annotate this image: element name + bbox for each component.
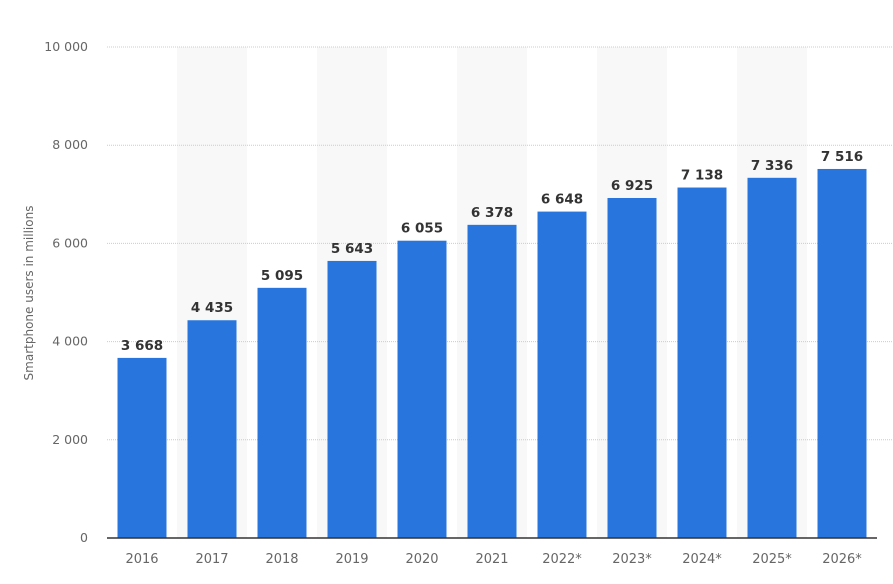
x-tick-label: 2020	[405, 552, 438, 567]
bar	[117, 357, 167, 538]
y-tick-label: 6 000	[52, 235, 88, 250]
y-tick-label: 10 000	[44, 39, 88, 54]
x-tick-label: 2022*	[542, 552, 582, 567]
data-label: 4 435	[191, 300, 233, 316]
y-tick-label: 0	[80, 530, 88, 545]
x-tick-label: 2024*	[682, 552, 722, 567]
bar	[397, 240, 447, 538]
bar	[257, 287, 307, 538]
bar	[467, 224, 517, 538]
x-tick-label: 2025*	[752, 552, 792, 567]
bar	[537, 211, 587, 539]
y-tick-label: 8 000	[52, 137, 88, 152]
bar	[187, 320, 237, 538]
bar	[747, 177, 797, 538]
data-label: 6 055	[401, 221, 443, 237]
x-tick-label: 2017	[195, 552, 228, 567]
x-tick-label: 2021	[475, 552, 508, 567]
data-label: 7 336	[751, 158, 793, 174]
data-label: 6 925	[611, 178, 653, 194]
data-label: 7 516	[821, 149, 863, 165]
x-tick-label: 2016	[125, 552, 158, 567]
bar	[327, 260, 377, 538]
data-label: 3 668	[121, 338, 163, 354]
y-tick-label: 4 000	[52, 334, 88, 349]
data-label: 6 378	[471, 205, 513, 221]
x-tick-label: 2019	[335, 552, 368, 567]
data-label: 7 138	[681, 168, 723, 184]
bar	[677, 187, 727, 538]
data-label: 6 648	[541, 192, 583, 208]
x-tick-label: 2018	[265, 552, 298, 567]
y-axis-label: Smartphone users in millions	[22, 206, 36, 381]
x-tick-label: 2023*	[612, 552, 652, 567]
x-tick-label: 2026*	[822, 552, 862, 567]
bar	[607, 197, 657, 539]
data-label: 5 095	[261, 268, 303, 284]
data-label: 5 643	[331, 241, 373, 257]
bar	[817, 168, 867, 538]
y-tick-label: 2 000	[52, 432, 88, 447]
